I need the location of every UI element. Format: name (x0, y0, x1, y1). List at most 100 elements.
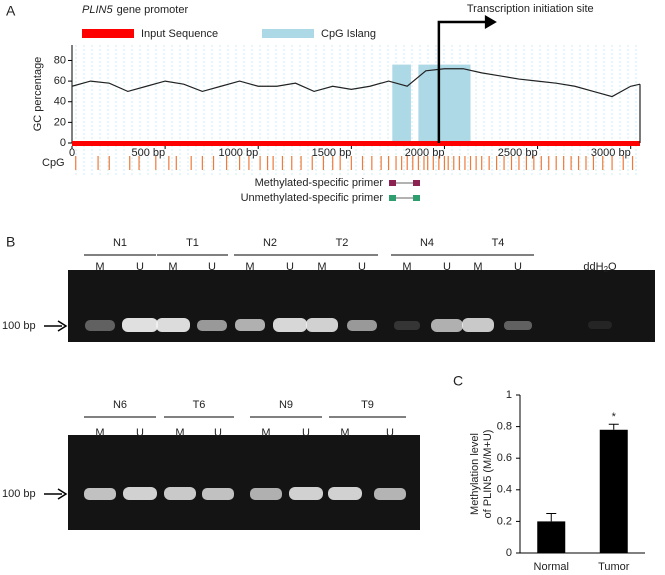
y-tick-label: 0.6 (497, 452, 512, 464)
x-tick-label: 2000 bp (405, 147, 445, 159)
lane-label: M (340, 427, 349, 439)
sample-label: T2 (336, 237, 349, 249)
primer-icon (413, 180, 420, 186)
y-axis-label: Methylation level (469, 433, 481, 515)
lane-label: M (402, 261, 411, 273)
bar (599, 429, 628, 553)
panel-label: A (6, 3, 16, 19)
x-tick-label: 500 bp (131, 147, 165, 159)
lane-label: U (208, 261, 216, 273)
lane-label: M (95, 261, 104, 273)
significance: * (612, 411, 617, 423)
x-tick-label: 0 (69, 147, 75, 159)
tss-label: Transcription initiation site (467, 3, 594, 15)
legend-label: Input Sequence (141, 28, 218, 40)
sample-label: T6 (193, 399, 206, 411)
band (123, 487, 157, 500)
gc-line (71, 68, 641, 98)
x-tick-label: 1500 bp (312, 147, 352, 159)
band (289, 487, 323, 500)
lane-label: U (136, 427, 144, 439)
control-text: ddH (583, 261, 603, 273)
control-tail: O (608, 261, 617, 273)
band (84, 488, 116, 500)
gel-image (68, 435, 420, 530)
band (85, 320, 115, 331)
lane-label: M (245, 261, 254, 273)
y-tick-label: 40 (54, 96, 66, 108)
x-tick-label: 1000 bp (218, 147, 258, 159)
band (394, 321, 420, 330)
x-tick-label: Normal (534, 561, 569, 573)
lane-label: U (386, 427, 394, 439)
primer-icon (413, 195, 420, 201)
sample-label: N4 (420, 237, 434, 249)
cpg-row-label: CpG (42, 157, 65, 169)
lane-label: M (168, 261, 177, 273)
band (202, 488, 234, 500)
sample-label: T1 (186, 237, 199, 249)
y-axis-label: GC percentage (32, 57, 44, 132)
lane-label: U (302, 427, 310, 439)
lane-label: U (286, 261, 294, 273)
sample-label: N9 (279, 399, 293, 411)
marker-label: 100 bp (2, 488, 36, 500)
tss-arrowhead (484, 15, 497, 29)
y-tick-label: 0 (60, 137, 66, 149)
gene-name: PLIN5 (82, 4, 113, 16)
primer-label: Unmethylated-specific primer (241, 192, 384, 204)
chart-title: PLIN5 gene promoter (82, 4, 188, 16)
band (431, 319, 463, 332)
y-tick-label: 0 (506, 547, 512, 559)
y-tick-label: 80 (54, 54, 66, 66)
lane-label: U (214, 427, 222, 439)
lane-label: M (261, 427, 270, 439)
lane-label: M (473, 261, 482, 273)
sample-label: N2 (263, 237, 277, 249)
sample-label: N1 (113, 237, 127, 249)
primer-icon (389, 195, 396, 201)
sample-label: T4 (492, 237, 505, 249)
band (347, 320, 377, 331)
input-sequence (72, 141, 640, 146)
band (306, 318, 338, 332)
panel-label: C (453, 373, 463, 389)
lane-label: M (95, 427, 104, 439)
band (235, 319, 265, 331)
gel-image (68, 270, 655, 342)
lane-label: M (175, 427, 184, 439)
sample-label: N6 (113, 399, 127, 411)
bar (537, 521, 566, 553)
lane-label: U (358, 261, 366, 273)
band (250, 488, 282, 500)
y-tick-label: 1 (506, 389, 512, 401)
band (462, 318, 494, 332)
cpg-island (392, 64, 411, 143)
cpg-island (418, 64, 471, 143)
y-tick-label: 60 (54, 75, 66, 87)
y-tick-label: 0.4 (497, 484, 512, 496)
band (122, 318, 158, 332)
marker-label: 100 bp (2, 320, 36, 332)
band (374, 488, 406, 500)
control-sub: 2 (604, 265, 609, 274)
y-tick-label: 0.8 (497, 421, 512, 433)
band (164, 487, 196, 500)
legend-swatch (262, 29, 314, 38)
error-bar (608, 423, 619, 430)
band (504, 321, 532, 330)
error-bar (546, 513, 557, 522)
panel-label: B (6, 234, 15, 250)
band (156, 318, 190, 332)
band (328, 487, 362, 500)
band (273, 318, 307, 332)
sample-label: T9 (361, 399, 374, 411)
gel-bands (84, 487, 406, 500)
marker-arrowhead (57, 320, 68, 332)
control-label: ddH2O (583, 261, 617, 274)
legend-label: CpG Islang (321, 28, 376, 40)
legend-swatch (82, 29, 134, 38)
x-tick-label: 3000 bp (591, 147, 631, 159)
